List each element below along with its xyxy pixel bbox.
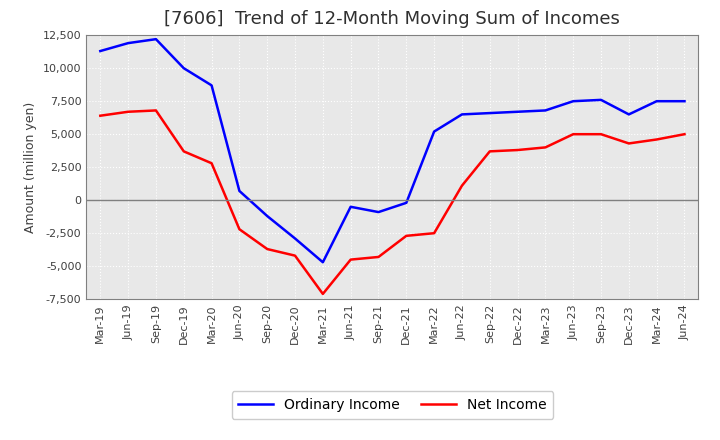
Net Income bbox=[402, 233, 410, 238]
Legend: Ordinary Income, Net Income: Ordinary Income, Net Income bbox=[232, 391, 553, 419]
Ordinary Income bbox=[179, 66, 188, 71]
Net Income bbox=[207, 161, 216, 166]
Ordinary Income bbox=[597, 97, 606, 103]
Ordinary Income bbox=[96, 48, 104, 54]
Ordinary Income bbox=[513, 109, 522, 114]
Ordinary Income bbox=[569, 99, 577, 104]
Line: Ordinary Income: Ordinary Income bbox=[100, 39, 685, 262]
Net Income bbox=[430, 231, 438, 236]
Net Income bbox=[513, 147, 522, 153]
Ordinary Income bbox=[458, 112, 467, 117]
Ordinary Income bbox=[318, 260, 327, 265]
Net Income bbox=[374, 254, 383, 260]
Title: [7606]  Trend of 12-Month Moving Sum of Incomes: [7606] Trend of 12-Month Moving Sum of I… bbox=[164, 10, 621, 28]
Net Income bbox=[624, 141, 633, 146]
Ordinary Income bbox=[402, 200, 410, 205]
Net Income bbox=[318, 291, 327, 297]
Net Income bbox=[96, 113, 104, 118]
Ordinary Income bbox=[124, 40, 132, 46]
Ordinary Income bbox=[541, 108, 550, 113]
Ordinary Income bbox=[624, 112, 633, 117]
Net Income bbox=[485, 149, 494, 154]
Net Income bbox=[235, 227, 243, 232]
Ordinary Income bbox=[235, 188, 243, 194]
Ordinary Income bbox=[430, 129, 438, 134]
Ordinary Income bbox=[152, 37, 161, 42]
Net Income bbox=[458, 183, 467, 188]
Net Income bbox=[346, 257, 355, 262]
Net Income bbox=[597, 132, 606, 137]
Net Income bbox=[152, 108, 161, 113]
Ordinary Income bbox=[291, 236, 300, 241]
Y-axis label: Amount (million yen): Amount (million yen) bbox=[24, 102, 37, 233]
Net Income bbox=[124, 109, 132, 114]
Ordinary Income bbox=[374, 209, 383, 215]
Line: Net Income: Net Income bbox=[100, 110, 685, 294]
Net Income bbox=[179, 149, 188, 154]
Ordinary Income bbox=[680, 99, 689, 104]
Ordinary Income bbox=[485, 110, 494, 116]
Ordinary Income bbox=[652, 99, 661, 104]
Net Income bbox=[569, 132, 577, 137]
Net Income bbox=[680, 132, 689, 137]
Ordinary Income bbox=[263, 213, 271, 219]
Ordinary Income bbox=[207, 83, 216, 88]
Net Income bbox=[291, 253, 300, 258]
Net Income bbox=[263, 246, 271, 252]
Net Income bbox=[652, 137, 661, 142]
Net Income bbox=[541, 145, 550, 150]
Ordinary Income bbox=[346, 204, 355, 209]
